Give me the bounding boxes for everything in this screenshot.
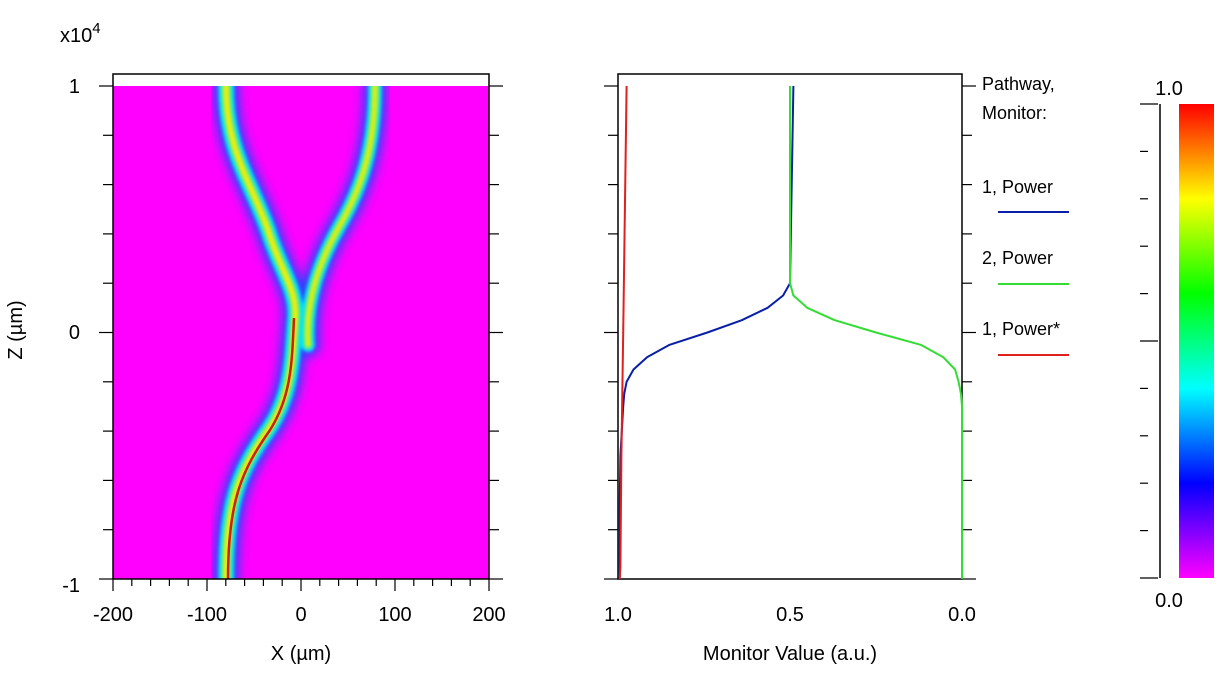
legend-title-line1: Pathway, [982, 74, 1055, 94]
colorbar: 1.0 0.0 [1140, 78, 1214, 612]
legend-title-line2: Monitor: [982, 103, 1047, 123]
x-tick: 1.0 [604, 604, 632, 626]
legend-label: 2, Power [982, 248, 1053, 268]
x-tick: 0 [295, 604, 306, 626]
middle-panel: 1.0 0.5 0.0 Monitor Value (a.u.) Pathway… [604, 73, 1069, 665]
x-tick: 0.0 [948, 604, 976, 626]
x-tick: -100 [187, 604, 227, 626]
exponent-label: x104 [60, 20, 101, 47]
series-line-2 [789, 86, 963, 579]
colorbar-max-label: 1.0 [1155, 78, 1183, 100]
x-tick: -200 [93, 604, 133, 626]
x-tick: 200 [472, 604, 505, 626]
series-line-3 [618, 85, 628, 580]
middle-ticks [604, 85, 976, 580]
series-lines [618, 85, 963, 580]
x-axis-label: X (µm) [271, 643, 331, 665]
colorbar-gradient [1179, 104, 1214, 578]
y-tick: 0 [69, 322, 80, 344]
legend-label: 1, Power [982, 177, 1053, 197]
x-tick: 0.5 [776, 604, 804, 626]
x-axis-label: Monitor Value (a.u.) [703, 643, 877, 665]
y-tick: -1 [62, 575, 80, 597]
left-ticks [99, 85, 503, 591]
heatmap-field [213, 86, 387, 579]
colorbar-ticks [1140, 103, 1158, 579]
series-line-1 [618, 85, 795, 579]
y-tick: 1 [69, 76, 80, 98]
y-axis-label: Z (µm) [5, 300, 27, 359]
left-panel: x104 -200 -100 0 100 200 -1 0 [5, 20, 506, 665]
colorbar-min-label: 0.0 [1155, 590, 1183, 612]
legend: Pathway, Monitor: 1, Power 2, Power 1, P… [982, 74, 1069, 356]
x-tick: 100 [378, 604, 411, 626]
legend-label: 1, Power* [982, 319, 1060, 339]
path-trace [226, 317, 296, 579]
